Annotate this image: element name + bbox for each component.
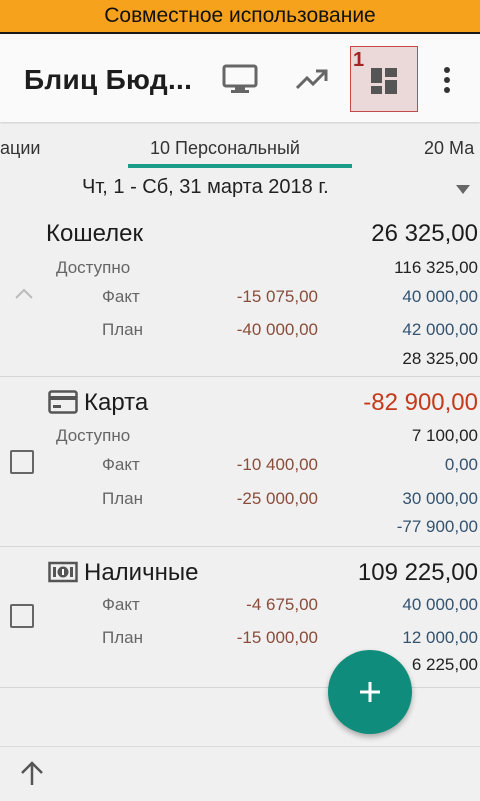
fact-income-value: 0,00 [444, 455, 478, 474]
credit-card-icon [48, 390, 78, 414]
fact-label: Факт [102, 595, 140, 614]
fact-spent-value: -4 675,00 [246, 595, 318, 614]
account-checkbox[interactable] [10, 604, 34, 628]
budget-tabs: рации 10 Персональный 20 Ма [0, 124, 480, 172]
account-name: Кошелек [46, 220, 143, 247]
add-fab-button[interactable] [328, 650, 412, 734]
remainder-value: 6 225,00 [411, 655, 478, 674]
trending-up-icon[interactable] [296, 66, 328, 92]
plan-income-value: 30 000,00 [402, 489, 478, 508]
banner-text: Совместное использование [104, 4, 376, 27]
remainder-value: 28 325,00 [402, 349, 478, 368]
monitor-icon[interactable] [222, 64, 258, 94]
plus-icon [360, 682, 380, 702]
dropdown-arrow-icon [456, 185, 470, 194]
account-cash[interactable]: Наличные 109 225,00 Факт -4 675,00 40 00… [0, 547, 480, 688]
account-card[interactable]: Карта -82 900,00 Доступно 7 100,00 Факт … [0, 377, 480, 547]
period-label: Чт, 1 - Сб, 31 марта 2018 г. [82, 176, 329, 198]
fact-label: Факт [102, 455, 140, 474]
dashboard-button[interactable]: 1 [350, 46, 418, 112]
plan-spent-value: -40 000,00 [236, 320, 318, 339]
fact-income-value: 40 000,00 [402, 595, 478, 614]
dashboard-badge: 1 [353, 49, 365, 71]
tab-next[interactable]: 20 Ма [424, 138, 475, 158]
shared-mode-banner: Совместное использование [0, 0, 480, 32]
arrow-up-icon[interactable] [18, 759, 46, 787]
dashboard-icon [371, 68, 397, 94]
plan-label: План [102, 489, 143, 508]
plan-spent-value: -15 000,00 [236, 628, 318, 647]
tab-personal[interactable]: 10 Персональный [150, 138, 300, 158]
account-wallet[interactable]: Кошелек 26 325,00 Доступно 116 325,00 Фа… [0, 208, 480, 377]
plan-income-value: 12 000,00 [402, 628, 478, 647]
fact-income-value: 40 000,00 [402, 287, 478, 306]
available-label: Доступно [56, 258, 131, 277]
available-value: 7 100,00 [411, 426, 478, 445]
account-name: Наличные [84, 559, 199, 586]
plan-spent-value: -25 000,00 [236, 489, 318, 508]
remainder-value: -77 900,00 [396, 517, 478, 536]
banner-divider [0, 32, 480, 34]
more-vert-icon[interactable] [440, 66, 454, 94]
account-total: 26 325,00 [371, 220, 478, 247]
app-title: Блиц Бюд... [24, 64, 193, 95]
plan-label: План [102, 628, 143, 647]
app-bar: Блиц Бюд... 1 [0, 34, 480, 122]
cash-icon [48, 561, 78, 583]
bottom-bar [0, 746, 480, 801]
account-checkbox[interactable] [10, 450, 34, 474]
period-selector[interactable]: Чт, 1 - Сб, 31 марта 2018 г. [0, 172, 480, 208]
account-total: 109 225,00 [357, 559, 478, 586]
active-tab-indicator [128, 164, 352, 168]
tab-operations[interactable]: рации [0, 138, 41, 158]
chevron-up-icon[interactable] [14, 288, 34, 300]
plan-label: План [102, 320, 143, 339]
fact-spent-value: -15 075,00 [236, 287, 318, 306]
account-total: -82 900,00 [363, 389, 478, 416]
available-label: Доступно [56, 426, 131, 445]
account-name: Карта [84, 389, 149, 416]
fact-spent-value: -10 400,00 [236, 455, 318, 474]
available-value: 116 325,00 [394, 258, 478, 277]
plan-income-value: 42 000,00 [402, 320, 478, 339]
fact-label: Факт [102, 287, 140, 306]
